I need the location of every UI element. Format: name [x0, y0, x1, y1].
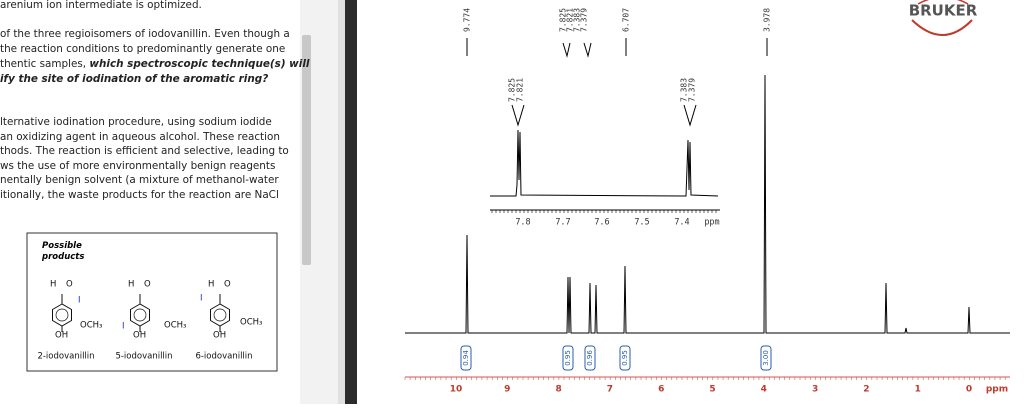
integral-box	[460, 345, 472, 371]
integral-box	[619, 345, 631, 371]
integral-value: 0.94	[462, 350, 470, 366]
inset-tick-label: ppm	[704, 218, 719, 228]
logo-arc	[911, 19, 973, 36]
aromatic-circle	[133, 308, 147, 322]
integral-value: 0.95	[564, 350, 572, 366]
text-line: the reaction conditions to predominantly…	[0, 43, 285, 55]
integral-value: 3.00	[762, 350, 770, 366]
products-box	[26, 232, 278, 372]
inset-tick-label: 7.7	[555, 218, 570, 228]
emphasis-text: which spectroscopic technique(s) will	[89, 58, 309, 70]
integral-box	[562, 345, 574, 371]
inset-peak-label: 7.825	[508, 78, 517, 102]
axis-tick-label: 6	[658, 385, 664, 395]
atom-label: OCH₃	[164, 321, 186, 331]
axis-tick-label: 4	[761, 385, 767, 395]
atom-label: O	[224, 280, 231, 290]
box-title-line: products	[41, 252, 84, 262]
text-line: thentic samples, which spectroscopic tec…	[0, 58, 310, 70]
atom-label: H	[128, 280, 134, 290]
peak-label: 7.825	[559, 8, 568, 32]
axis-tick-label: 7	[607, 385, 613, 395]
atom-label: H	[208, 280, 214, 290]
inset-spectrum	[490, 129, 719, 197]
box-title-line: Possible	[42, 241, 82, 251]
atom-label: OH	[133, 331, 146, 341]
peak-label: 6.707	[622, 8, 631, 32]
axis-tick-label: 8	[555, 385, 561, 395]
atom-label: H	[50, 280, 56, 290]
atom-label: OH	[55, 331, 68, 341]
inset-tick-label: 7.6	[594, 218, 609, 228]
peak-label: 9.774	[463, 8, 472, 32]
atom-label: O	[144, 280, 151, 290]
text-line: an oxidizing agent in aqueous alcohol. T…	[0, 131, 280, 143]
inset-peak-label: 7.383	[680, 78, 689, 102]
text-line: ws the use of more environmentally benig…	[0, 160, 275, 172]
axis-tick-label: 1	[915, 385, 921, 395]
structure-name: 2-iodovanillin	[37, 352, 94, 362]
atom-label: OH	[213, 331, 226, 341]
text-line: of the three regioisomers of iodovanilli…	[0, 28, 290, 40]
inset-peak-label: 7.821	[516, 78, 525, 102]
axis-tick-label: 10	[450, 385, 463, 395]
aromatic-circle	[55, 308, 69, 322]
atom-label: OCH₃	[240, 318, 262, 328]
peak-label-leaders	[466, 38, 768, 127]
main-spectrum	[405, 74, 1010, 334]
atom-label: O	[66, 280, 73, 290]
peak-label: 7.821	[566, 8, 575, 32]
inset-tick-label: 7.5	[634, 218, 649, 228]
axis-tick-label: ppm	[986, 385, 1008, 395]
integral-value: 0.95	[621, 350, 629, 366]
emphasis-text: ify the site of iodination of the aromat…	[0, 73, 268, 85]
axis-tick-label: 0	[966, 385, 972, 395]
text-line: nentally benign solvent (a mixture of me…	[0, 174, 279, 186]
atom-label: I	[122, 322, 125, 332]
inset-tick-label: 7.4	[674, 218, 689, 228]
integral-value: 0.96	[586, 350, 594, 366]
intro-text: arenium ion intermediate is optimized.	[0, 0, 202, 11]
text-line: itionally, the waste products for the re…	[0, 189, 279, 201]
text-line: lternative iodination procedure, using s…	[0, 116, 272, 128]
structure-name: 5-iodovanillin	[115, 352, 172, 362]
logo: BRUKER	[909, 2, 978, 20]
inset-peak-label: 7.379	[688, 78, 697, 102]
peak-label: 3.978	[763, 8, 772, 32]
axis-tick-label: 9	[504, 385, 510, 395]
atom-label: I	[78, 296, 81, 306]
text-span: thentic samples,	[0, 58, 89, 70]
aromatic-circle	[213, 308, 227, 322]
integral-box	[760, 345, 772, 371]
peak-label: 7.379	[580, 8, 589, 32]
integral-box	[584, 345, 596, 371]
atom-label: I	[200, 294, 203, 304]
axis-tick-label: 2	[863, 385, 869, 395]
axis-tick-label: 5	[709, 385, 715, 395]
axis-tick-label: 3	[812, 385, 818, 395]
logo-arc	[917, 0, 969, 5]
atom-label: OCH₃	[80, 321, 102, 331]
peak-label: 7.383	[573, 8, 582, 32]
box-title: Possible products	[41, 241, 84, 262]
text-line: thods. The reaction is efficient and sel…	[0, 145, 289, 157]
inset-tick-label: 7.8	[515, 218, 530, 228]
structure-name: 6-iodovanillin	[195, 352, 252, 362]
